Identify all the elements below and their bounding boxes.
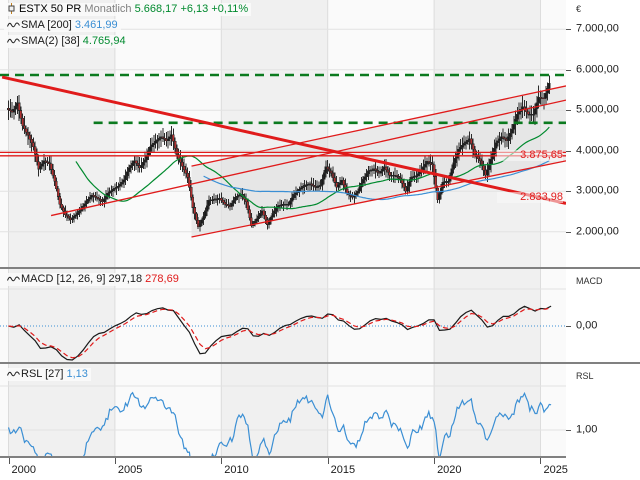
price-axis-tick: [566, 231, 571, 233]
wave-icon: [7, 36, 20, 45]
macd-params: [12, 26, 9]: [56, 273, 106, 285]
time-axis-label-1: 2005: [117, 464, 143, 476]
time-axis-tick: [327, 458, 329, 464]
price-axis-tick: [566, 29, 571, 31]
price-axis-tick: [566, 150, 571, 152]
wave-icon: [7, 20, 20, 29]
time-axis-label-5: 2025: [543, 464, 568, 476]
currency-unit: €: [576, 4, 582, 14]
time-axis-rule: [0, 456, 566, 458]
rsl-panel[interactable]: RSL [27] 1,13 RSL 1,00: [0, 364, 640, 458]
rsl-axis-tick: [566, 430, 571, 431]
macd-legend[interactable]: MACD [12, 26, 9] 297,18 278,69: [4, 273, 182, 286]
symbol-name: ESTX 50 PR: [19, 3, 82, 15]
overlay-value-0: 3.461,99: [74, 19, 118, 31]
overlay-name-1: SMA(2): [21, 35, 59, 47]
macd-axis-tick: [566, 326, 571, 327]
rsl-chart-svg: [0, 364, 566, 458]
rsl-params: [27]: [45, 368, 64, 380]
time-axis-tick: [540, 458, 542, 464]
rsl-name: RSL: [21, 368, 42, 380]
time-axis-label-2: 2010: [224, 464, 249, 476]
macd-value-main: 297,18: [108, 273, 143, 285]
price-axis-tick: [566, 191, 571, 193]
overlay-legend-sma200[interactable]: SMA [200] 3.461,99: [4, 19, 121, 32]
overlay-params-1: [38]: [61, 35, 80, 47]
interval-label: Monatlich: [84, 3, 132, 15]
rsl-axis-title: RSL: [576, 371, 594, 381]
candlestick-icon: [7, 3, 16, 14]
overlay-legend-sma38[interactable]: SMA(2) [38] 4.765,94: [4, 35, 129, 48]
price-axis-label-5: 2.000,00: [576, 225, 619, 238]
rsl-legend[interactable]: RSL [27] 1,13: [4, 368, 91, 381]
macd-axis[interactable]: MACD 0,00: [566, 269, 640, 364]
macd-panel[interactable]: MACD [12, 26, 9] 297,18 278,69 MACD 0,00: [0, 269, 640, 364]
rsl-plot-area[interactable]: [0, 364, 640, 458]
panel-divider: [0, 267, 640, 269]
price-annotation-lower: 2.833,98: [497, 191, 563, 203]
macd-axis-title: MACD: [576, 276, 603, 286]
macd-axis-label-0: 0,00: [576, 319, 598, 332]
price-axis-tick: [566, 110, 571, 112]
price-axis-label-1: 6.000,00: [576, 63, 619, 76]
time-axis-label-0: 2000: [11, 464, 36, 476]
macd-value-signal: 278,69: [145, 273, 179, 285]
rsl-value: 1,13: [66, 368, 88, 380]
time-axis-label-4: 2020: [437, 464, 462, 476]
change-absolute: +6,13: [180, 3, 209, 15]
macd-chart-svg: [0, 269, 566, 364]
symbol-legend[interactable]: ESTX 50 PR Monatlich 5.668,17 +6,13 +0,1…: [4, 3, 252, 16]
price-annotation-upper: 3.875,65: [497, 149, 563, 161]
price-axis-label-4: 3.000,00: [576, 184, 619, 197]
macd-plot-area[interactable]: [0, 269, 640, 364]
time-axis-tick: [221, 458, 223, 464]
price-axis-label-3: 4.000,00: [576, 144, 619, 157]
price-axis-tick: [566, 69, 571, 71]
change-percent: +0,11%: [211, 3, 249, 15]
time-axis-label-3: 2015: [330, 464, 356, 476]
time-axis[interactable]: 2000 2005 2010 2015 2020 2025: [0, 458, 640, 480]
time-axis-tick: [114, 458, 116, 464]
price-axis-label-2: 5.000,00: [576, 103, 619, 116]
price-panel[interactable]: ESTX 50 PR Monatlich 5.668,17 +6,13 +0,1…: [0, 0, 640, 269]
price-axis[interactable]: € 7.000,00 6.000,00 5.000,00 4.000,00 3.000,…: [566, 0, 640, 269]
rsl-axis[interactable]: RSL 1,00: [566, 364, 640, 458]
time-axis-tick: [434, 458, 436, 464]
wave-icon: [7, 274, 20, 283]
time-axis-tick: [8, 458, 10, 464]
panel-divider: [0, 362, 640, 364]
wave-icon: [7, 369, 20, 378]
overlay-params-0: [200]: [47, 19, 72, 31]
rsl-axis-label-0: 1,00: [576, 423, 598, 436]
overlay-name-0: SMA: [21, 19, 45, 31]
macd-name: MACD: [21, 273, 54, 285]
price-axis-label-0: 7.000,00: [576, 22, 619, 35]
overlay-value-1: 4.765,94: [82, 35, 126, 47]
last-price: 5.668,17: [134, 3, 178, 15]
